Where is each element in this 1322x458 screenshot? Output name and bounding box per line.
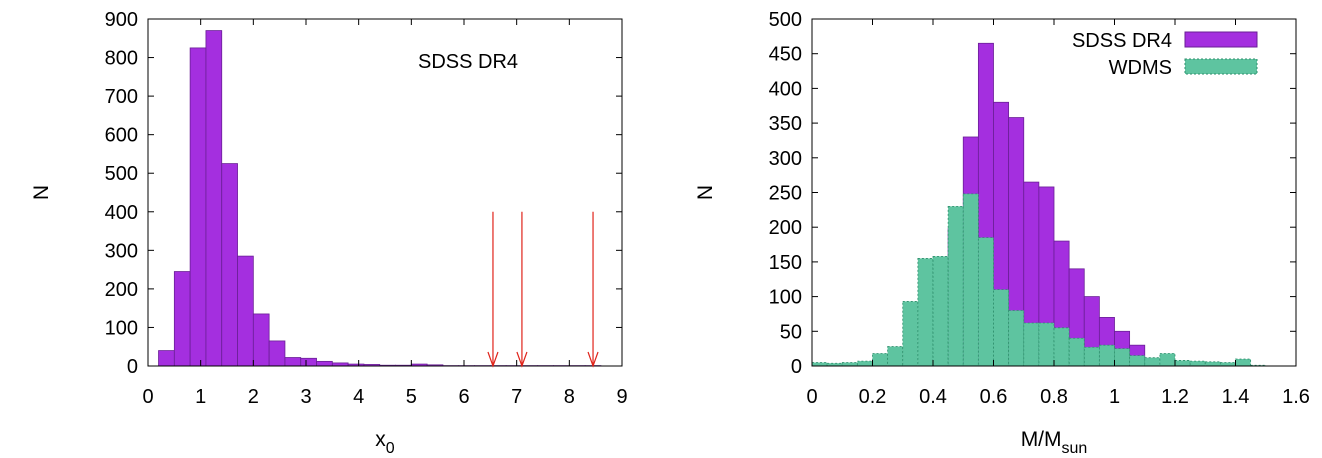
x-tick-label: 3 <box>300 386 311 408</box>
legend-label: SDSS DR4 <box>1072 30 1172 52</box>
x-axis-label-subscript: sun <box>1062 440 1088 453</box>
bar <box>1130 356 1145 366</box>
bar <box>1160 354 1175 366</box>
bar <box>317 361 333 366</box>
bar <box>857 361 872 366</box>
x-axis-label: M/Msun <box>1021 428 1088 453</box>
bar <box>1039 323 1054 366</box>
bar <box>1054 328 1069 366</box>
bar <box>1220 363 1235 366</box>
bar <box>933 256 948 366</box>
bar <box>994 290 1009 366</box>
y-tick-label: 500 <box>105 163 138 185</box>
bar <box>978 238 993 366</box>
x-tick-label: 5 <box>406 386 417 408</box>
x-tick-label: 2 <box>248 386 259 408</box>
bar <box>269 341 285 366</box>
x-tick-label: 0 <box>806 386 817 408</box>
x-tick-label: 0 <box>142 386 153 408</box>
x-tick-label: 9 <box>616 386 627 408</box>
bar <box>873 354 888 366</box>
bar <box>174 272 190 366</box>
y-tick-label: 300 <box>105 240 138 262</box>
y-tick-label: 350 <box>769 113 802 135</box>
legend: SDSS DR4 WDMS <box>1072 30 1257 79</box>
y-tick-label: 900 <box>105 9 138 31</box>
legend-label: WDMS <box>1109 57 1172 79</box>
y-tick-label: 450 <box>769 44 802 66</box>
bar <box>888 347 903 366</box>
x-tick-label: 1.6 <box>1282 386 1310 408</box>
x-axis-label: x0 <box>375 428 395 453</box>
bar <box>1024 323 1039 366</box>
bar <box>1236 359 1251 366</box>
y-tick-label: 300 <box>769 148 802 170</box>
bar <box>206 31 222 366</box>
x-tick-label: 6 <box>458 386 469 408</box>
y-tick-label: 50 <box>780 321 802 343</box>
y-tick-label: 200 <box>769 217 802 239</box>
x-tick-label: 4 <box>353 386 364 408</box>
bar <box>1175 360 1190 366</box>
y-tick-label: 800 <box>105 48 138 70</box>
bar <box>948 206 963 366</box>
y-tick-label: 0 <box>127 356 138 378</box>
x-tick-label: 1 <box>195 386 206 408</box>
bar <box>1190 361 1205 366</box>
bar <box>1205 362 1220 366</box>
bar <box>238 256 254 366</box>
x-tick-label: 7 <box>511 386 522 408</box>
x-tick-label: 0.4 <box>919 386 947 408</box>
bar <box>812 363 827 366</box>
bar <box>1084 347 1099 366</box>
y-tick-label: 700 <box>105 86 138 108</box>
y-tick-label: 0 <box>791 356 802 378</box>
legend-swatch <box>1185 59 1257 74</box>
series-1 <box>159 31 601 366</box>
bar <box>842 363 857 366</box>
bar <box>159 351 175 366</box>
x-axis-label-subscript: 0 <box>386 440 395 453</box>
y-tick-label: 600 <box>105 125 138 147</box>
x-tick-label: 1.4 <box>1222 386 1250 408</box>
x-tick-label: 0.6 <box>980 386 1008 408</box>
y-tick-label: 400 <box>105 202 138 224</box>
bar <box>1009 310 1024 366</box>
y-tick-label: 100 <box>105 317 138 339</box>
x-tick-label: 0.2 <box>859 386 887 408</box>
y-axis-label: N <box>694 185 717 200</box>
bar <box>903 301 918 366</box>
arrows <box>488 212 598 366</box>
x-tick-label: 1.2 <box>1161 386 1189 408</box>
y-tick-label: 100 <box>769 287 802 309</box>
y-tick-label: 200 <box>105 279 138 301</box>
x-tick-label: 0.8 <box>1040 386 1068 408</box>
bar <box>963 194 978 366</box>
bar <box>222 164 238 366</box>
y-axis-label: N <box>30 185 53 200</box>
bar <box>253 314 269 366</box>
y-tick-label: 250 <box>769 183 802 205</box>
bar <box>1115 349 1130 366</box>
y-tick-label: 500 <box>769 9 802 31</box>
bar <box>918 258 933 366</box>
x-axis-label-base: M/M <box>1021 428 1062 451</box>
bar <box>1145 358 1160 366</box>
bar <box>285 358 301 366</box>
bar <box>301 358 317 366</box>
legend-swatch <box>1185 32 1257 47</box>
x-axis-label-base: x <box>375 428 386 451</box>
bar <box>190 48 206 366</box>
x-tick-label: 1 <box>1109 386 1120 408</box>
bar <box>1099 345 1114 366</box>
x-tick-label: 8 <box>564 386 575 408</box>
panel-2: 0 0.2 0.4 0.6 0.8 1 1.2 1.4 1.6 0 50 100 150 200 250 30… <box>694 9 1310 453</box>
y-tick-label: 400 <box>769 78 802 100</box>
y-tick-label: 150 <box>769 252 802 274</box>
annotation-label: SDSS DR4 <box>418 51 518 73</box>
bar <box>1069 338 1084 366</box>
